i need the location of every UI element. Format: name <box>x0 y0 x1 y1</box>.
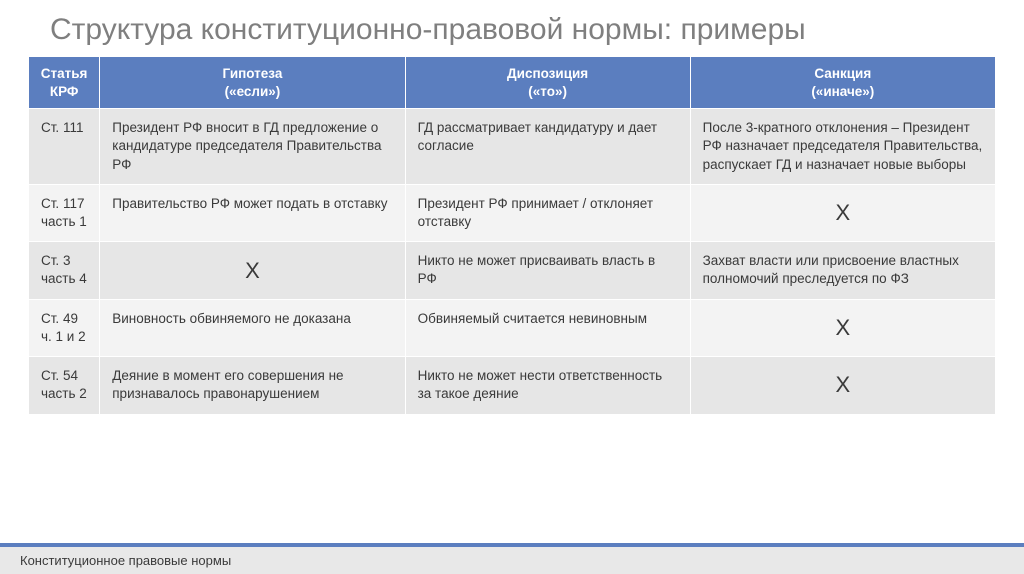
cell-article: Ст. 117 часть 1 <box>29 184 100 241</box>
page-title: Структура конституционно-правовой нормы:… <box>0 0 1024 56</box>
cell-article: Ст. 3 часть 4 <box>29 242 100 299</box>
header-label: («если») <box>225 84 281 99</box>
table-row: Ст. 3 часть 4XНикто не может присваивать… <box>29 242 996 299</box>
table-container: Статья КРФ Гипотеза («если») Диспозиция … <box>0 56 1024 415</box>
cell-hypothesis: Правительство РФ может подать в отставку <box>100 184 405 241</box>
table-row: Ст. 117 часть 1Правительство РФ может по… <box>29 184 996 241</box>
cell-hypothesis: X <box>100 242 405 299</box>
cell-sanction: X <box>690 184 995 241</box>
cell-sanction: X <box>690 299 995 356</box>
header-hypothesis: Гипотеза («если») <box>100 57 405 109</box>
footer: Конституционное правовые нормы <box>0 543 1024 574</box>
cell-sanction: X <box>690 357 995 414</box>
cell-hypothesis: Деяние в момент его совершения не призна… <box>100 357 405 414</box>
header-label: Диспозиция <box>507 66 588 81</box>
header-label: Гипотеза <box>223 66 283 81</box>
header-article: Статья КРФ <box>29 57 100 109</box>
cell-disposition: Президент РФ принимает / отклоняет отста… <box>405 184 690 241</box>
cell-article: Ст. 54 часть 2 <box>29 357 100 414</box>
header-sanction: Санкция («иначе») <box>690 57 995 109</box>
cell-article: Ст. 111 <box>29 109 100 185</box>
cell-sanction: После 3-кратного отклонения – Президент … <box>690 109 995 185</box>
header-label: («иначе») <box>811 84 874 99</box>
header-label: КРФ <box>50 84 79 99</box>
table-header-row: Статья КРФ Гипотеза («если») Диспозиция … <box>29 57 996 109</box>
cell-disposition: Никто не может присваивать власть в РФ <box>405 242 690 299</box>
cell-hypothesis: Виновность обвиняемого не доказана <box>100 299 405 356</box>
cell-hypothesis: Президент РФ вносит в ГД предложение о к… <box>100 109 405 185</box>
cell-disposition: Никто не может нести ответственность за … <box>405 357 690 414</box>
cell-article: Ст. 49 ч. 1 и 2 <box>29 299 100 356</box>
header-disposition: Диспозиция («то») <box>405 57 690 109</box>
cell-disposition: ГД рассматривает кандидатуру и дает согл… <box>405 109 690 185</box>
table-row: Ст. 111Президент РФ вносит в ГД предложе… <box>29 109 996 185</box>
cell-sanction: Захват власти или присвоение властных по… <box>690 242 995 299</box>
header-label: («то») <box>528 84 567 99</box>
norms-table: Статья КРФ Гипотеза («если») Диспозиция … <box>28 56 996 415</box>
header-label: Статья <box>41 66 88 81</box>
footer-text: Конституционное правовые нормы <box>0 547 1024 574</box>
header-label: Санкция <box>814 66 871 81</box>
cell-disposition: Обвиняемый считается невиновным <box>405 299 690 356</box>
table-body: Ст. 111Президент РФ вносит в ГД предложе… <box>29 109 996 414</box>
table-row: Ст. 54 часть 2Деяние в момент его соверш… <box>29 357 996 414</box>
table-row: Ст. 49 ч. 1 и 2Виновность обвиняемого не… <box>29 299 996 356</box>
